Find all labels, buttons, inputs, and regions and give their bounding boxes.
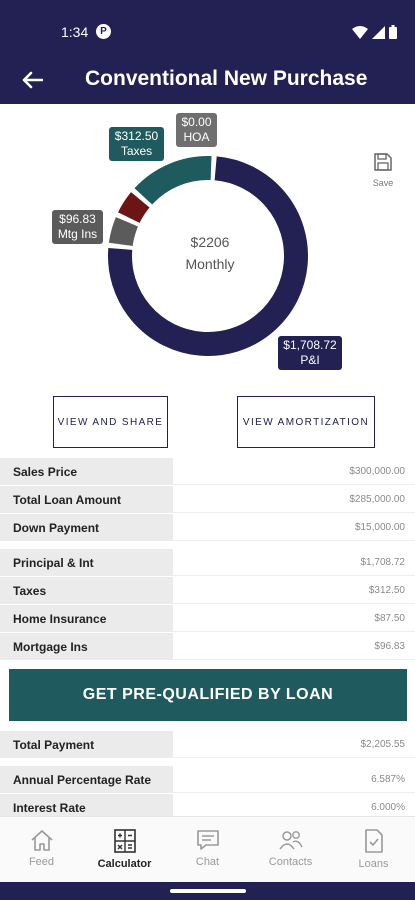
contacts-icon — [278, 831, 303, 850]
row-value: $285,000.00 — [173, 486, 415, 513]
row-value: $312.50 — [173, 577, 415, 604]
table-row: Total Loan Amount $285,000.00 — [0, 486, 415, 514]
signal-icon — [372, 25, 385, 39]
tab-calculator[interactable]: Calculator — [83, 817, 166, 882]
status-time: 1:34 — [61, 24, 89, 40]
payment-donut-chart: $2206 Monthly $0.00 HOA $312.50 Taxes $9… — [0, 104, 415, 384]
row-value: $300,000.00 — [173, 458, 415, 485]
calculator-icon — [113, 829, 136, 853]
tab-contacts[interactable]: Contacts — [249, 817, 332, 882]
donut-slice-taxes — [134, 156, 212, 205]
donut-slice-p-i — [108, 156, 308, 356]
table-row: Total Payment $2,205.55 — [0, 731, 415, 759]
row-value: $96.83 — [173, 633, 415, 660]
mtg-ins-callout-value: $96.83 — [59, 212, 96, 226]
arrow-left-icon — [22, 71, 43, 89]
pi-callout-value: $1,708.72 — [283, 338, 337, 352]
tab-label: Contacts — [268, 856, 313, 868]
tab-label: Calculator — [97, 858, 152, 870]
table-row: Annual Percentage Rate 6.587% — [0, 766, 415, 794]
monthly-label: Monthly — [185, 256, 235, 272]
total-table: Total Payment $2,205.55 — [0, 731, 415, 759]
status-bar: 1:34 P — [0, 0, 415, 56]
taxes-callout-name: Taxes — [120, 144, 153, 158]
tab-label: Loans — [358, 858, 389, 870]
back-button[interactable] — [16, 64, 48, 96]
monthly-total: $2206 — [190, 234, 230, 250]
row-label: Principal & Int — [0, 549, 173, 576]
payment-breakdown-table: Principal & Int $1,708.72 Taxes $312.50 … — [0, 549, 415, 661]
save-label: Save — [372, 178, 394, 188]
row-value: $1,708.72 — [173, 549, 415, 576]
table-row: Down Payment $15,000.00 — [0, 514, 415, 542]
bottom-tab-bar: Feed Calculator Chat Contacts Loans — [0, 816, 415, 882]
row-label: Taxes — [0, 577, 173, 604]
row-value: $15,000.00 — [173, 514, 415, 541]
row-label: Total Loan Amount — [0, 486, 173, 513]
row-label: Total Payment — [0, 731, 173, 758]
taxes-callout-value: $312.50 — [114, 129, 159, 143]
row-label: Down Payment — [0, 514, 173, 541]
row-value: $87.50 — [173, 605, 415, 632]
save-button[interactable]: Save — [368, 152, 398, 188]
home-gesture-handle[interactable] — [170, 889, 246, 893]
tab-chat[interactable]: Chat — [166, 817, 249, 882]
table-row: Principal & Int $1,708.72 — [0, 549, 415, 577]
get-pre-qualified-button[interactable]: GET PRE-QUALIFIED BY LOAN — [9, 669, 407, 721]
status-icons — [352, 25, 397, 39]
pi-callout: $1,708.72 P&I — [278, 336, 342, 370]
row-label: Mortgage Ins — [0, 633, 173, 660]
document-check-icon — [364, 829, 383, 853]
table-row: Mortgage Ins $96.83 — [0, 633, 415, 661]
tab-label: Chat — [195, 856, 220, 868]
pi-callout-name: P&I — [300, 353, 320, 367]
taxes-callout: $312.50 Taxes — [109, 127, 164, 161]
page-title: Conventional New Purchase — [85, 67, 368, 90]
mtg-ins-callout: $96.83 Mtg Ins — [52, 210, 103, 244]
table-row: Home Insurance $87.50 — [0, 605, 415, 633]
donut-slice-mtg-ins — [108, 217, 139, 247]
chat-icon — [196, 830, 219, 850]
view-amortization-button[interactable]: VIEW AMORTIZATION — [237, 396, 375, 448]
home-icon — [30, 830, 53, 851]
row-label: Home Insurance — [0, 605, 173, 632]
wifi-icon — [352, 25, 368, 39]
rates-table: Annual Percentage Rate 6.587% Interest R… — [0, 766, 415, 822]
view-and-share-button[interactable]: VIEW AND SHARE — [53, 396, 168, 448]
tab-feed[interactable]: Feed — [0, 817, 83, 882]
row-value: $2,205.55 — [173, 731, 415, 758]
save-icon — [374, 153, 392, 171]
row-value: 6.587% — [173, 766, 415, 793]
battery-icon — [389, 25, 397, 39]
tab-loans[interactable]: Loans — [332, 817, 415, 882]
row-label: Sales Price — [0, 458, 173, 485]
tab-label: Feed — [28, 856, 55, 868]
notification-badge-icon: P — [96, 24, 111, 39]
hoa-callout-name: HOA — [183, 130, 210, 144]
donut-svg — [108, 156, 308, 356]
table-row: Taxes $312.50 — [0, 577, 415, 605]
table-row: Sales Price $300,000.00 — [0, 458, 415, 486]
row-label: Annual Percentage Rate — [0, 766, 173, 793]
loan-summary-table: Sales Price $300,000.00 Total Loan Amoun… — [0, 458, 415, 542]
hoa-callout-value: $0.00 — [181, 115, 212, 129]
app-bar: Conventional New Purchase — [0, 56, 415, 104]
hoa-callout: $0.00 HOA — [176, 113, 217, 147]
system-nav-bar — [0, 882, 415, 900]
mtg-ins-callout-name: Mtg Ins — [57, 227, 98, 241]
donut-slice-home-insurance — [118, 192, 150, 224]
